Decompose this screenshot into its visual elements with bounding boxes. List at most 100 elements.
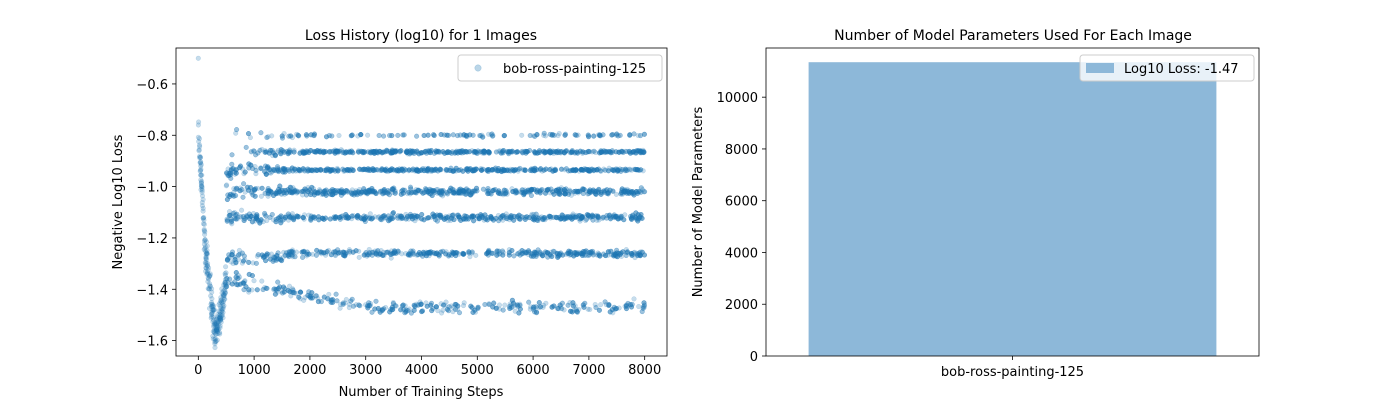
loss-data-point [211, 322, 217, 328]
loss-data-point [428, 302, 434, 308]
loss-data-point [209, 311, 215, 317]
loss-data-point [251, 187, 257, 193]
loss-data-point [198, 172, 204, 178]
loss-data-point [204, 270, 210, 276]
loss-data-point [580, 149, 586, 155]
loss-data-point [203, 239, 209, 245]
loss-data-point [398, 214, 404, 220]
loss-data-point [569, 149, 575, 155]
loss-data-point [217, 312, 223, 318]
loss-data-point [291, 149, 297, 155]
loss-data-point [198, 181, 204, 187]
loss-data-point [222, 284, 228, 290]
loss-data-point [220, 309, 226, 315]
loss-data-point [467, 132, 473, 138]
loss-data-point [519, 248, 525, 254]
loss-data-point [319, 249, 325, 255]
loss-data-point [382, 168, 388, 174]
loss-data-point [287, 215, 293, 221]
loss-data-point [480, 213, 486, 219]
loss-data-point [565, 302, 571, 308]
loss-data-point [201, 241, 207, 247]
loss-data-point [208, 312, 214, 318]
loss-data-point [533, 252, 539, 258]
loss-data-point [381, 133, 387, 139]
loss-data-point [501, 133, 507, 139]
loss-data-point [210, 336, 216, 342]
loss-data-point [348, 298, 354, 304]
loss-data-point [275, 279, 281, 285]
loss-data-point [197, 144, 203, 150]
loss-data-point [203, 265, 209, 271]
loss-data-point [388, 255, 394, 261]
loss-data-point [204, 250, 210, 256]
loss-data-point [269, 133, 275, 139]
loss-data-point [306, 212, 312, 218]
loss-data-point [210, 307, 216, 313]
loss-data-point [444, 132, 450, 138]
loss-data-point [200, 215, 206, 221]
loss-data-point [199, 185, 205, 191]
loss-data-point [301, 149, 307, 155]
loss-data-point [400, 302, 406, 308]
loss-data-point [217, 314, 223, 320]
loss-data-point [196, 138, 202, 144]
loss-data-point [392, 190, 398, 196]
loss-data-point [201, 247, 207, 253]
loss-data-point [622, 212, 628, 218]
loss-data-point [556, 148, 562, 154]
loss-data-point [379, 307, 385, 313]
loss-data-point [509, 297, 515, 303]
loss-data-point [207, 271, 213, 277]
loss-data-point [220, 288, 226, 294]
loss-data-point [214, 316, 220, 322]
loss-data-point [594, 213, 600, 219]
loss-data-point [208, 304, 214, 310]
loss-data-point [209, 289, 215, 295]
loss-data-point [474, 185, 480, 191]
loss-data-point [461, 187, 467, 193]
loss-data-point [629, 167, 635, 173]
loss-data-point [211, 307, 217, 313]
loss-data-point [536, 300, 542, 306]
loss-data-point [233, 170, 239, 176]
loss-data-point [233, 216, 239, 222]
loss-data-point [213, 327, 219, 333]
loss-data-point [206, 273, 212, 279]
loss-data-point [343, 297, 349, 303]
loss-data-point [283, 215, 289, 221]
loss-data-point [212, 321, 218, 327]
loss-data-point [214, 337, 220, 343]
loss-data-point [217, 312, 223, 318]
loss-data-point [306, 167, 312, 173]
loss-data-point [320, 191, 326, 197]
loss-data-point [204, 247, 210, 253]
loss-data-point [635, 132, 641, 138]
loss-data-point [214, 314, 220, 320]
loss-data-point [209, 301, 215, 307]
loss-data-point [212, 322, 218, 328]
loss-data-point [496, 148, 502, 154]
loss-data-point [405, 252, 411, 258]
loss-data-point [586, 148, 592, 154]
loss-data-point [480, 214, 486, 220]
loss-data-point [267, 214, 273, 220]
loss-data-point [328, 252, 334, 258]
loss-data-point [257, 219, 263, 225]
loss-data-point [220, 301, 226, 307]
loss-data-point [348, 133, 354, 139]
loss-data-point [293, 168, 299, 174]
loss-data-point [197, 160, 203, 166]
loss-data-point [457, 310, 463, 316]
loss-data-point [344, 213, 350, 219]
loss-data-point [530, 253, 536, 259]
loss-data-point [291, 217, 297, 223]
loss-data-point [262, 210, 268, 216]
loss-data-point [576, 307, 582, 313]
loss-data-point [438, 249, 444, 255]
loss-data-point [334, 165, 340, 171]
loss-data-point [365, 132, 371, 138]
loss-data-point [214, 327, 220, 333]
loss-data-point [278, 220, 284, 226]
loss-data-point [222, 290, 228, 296]
